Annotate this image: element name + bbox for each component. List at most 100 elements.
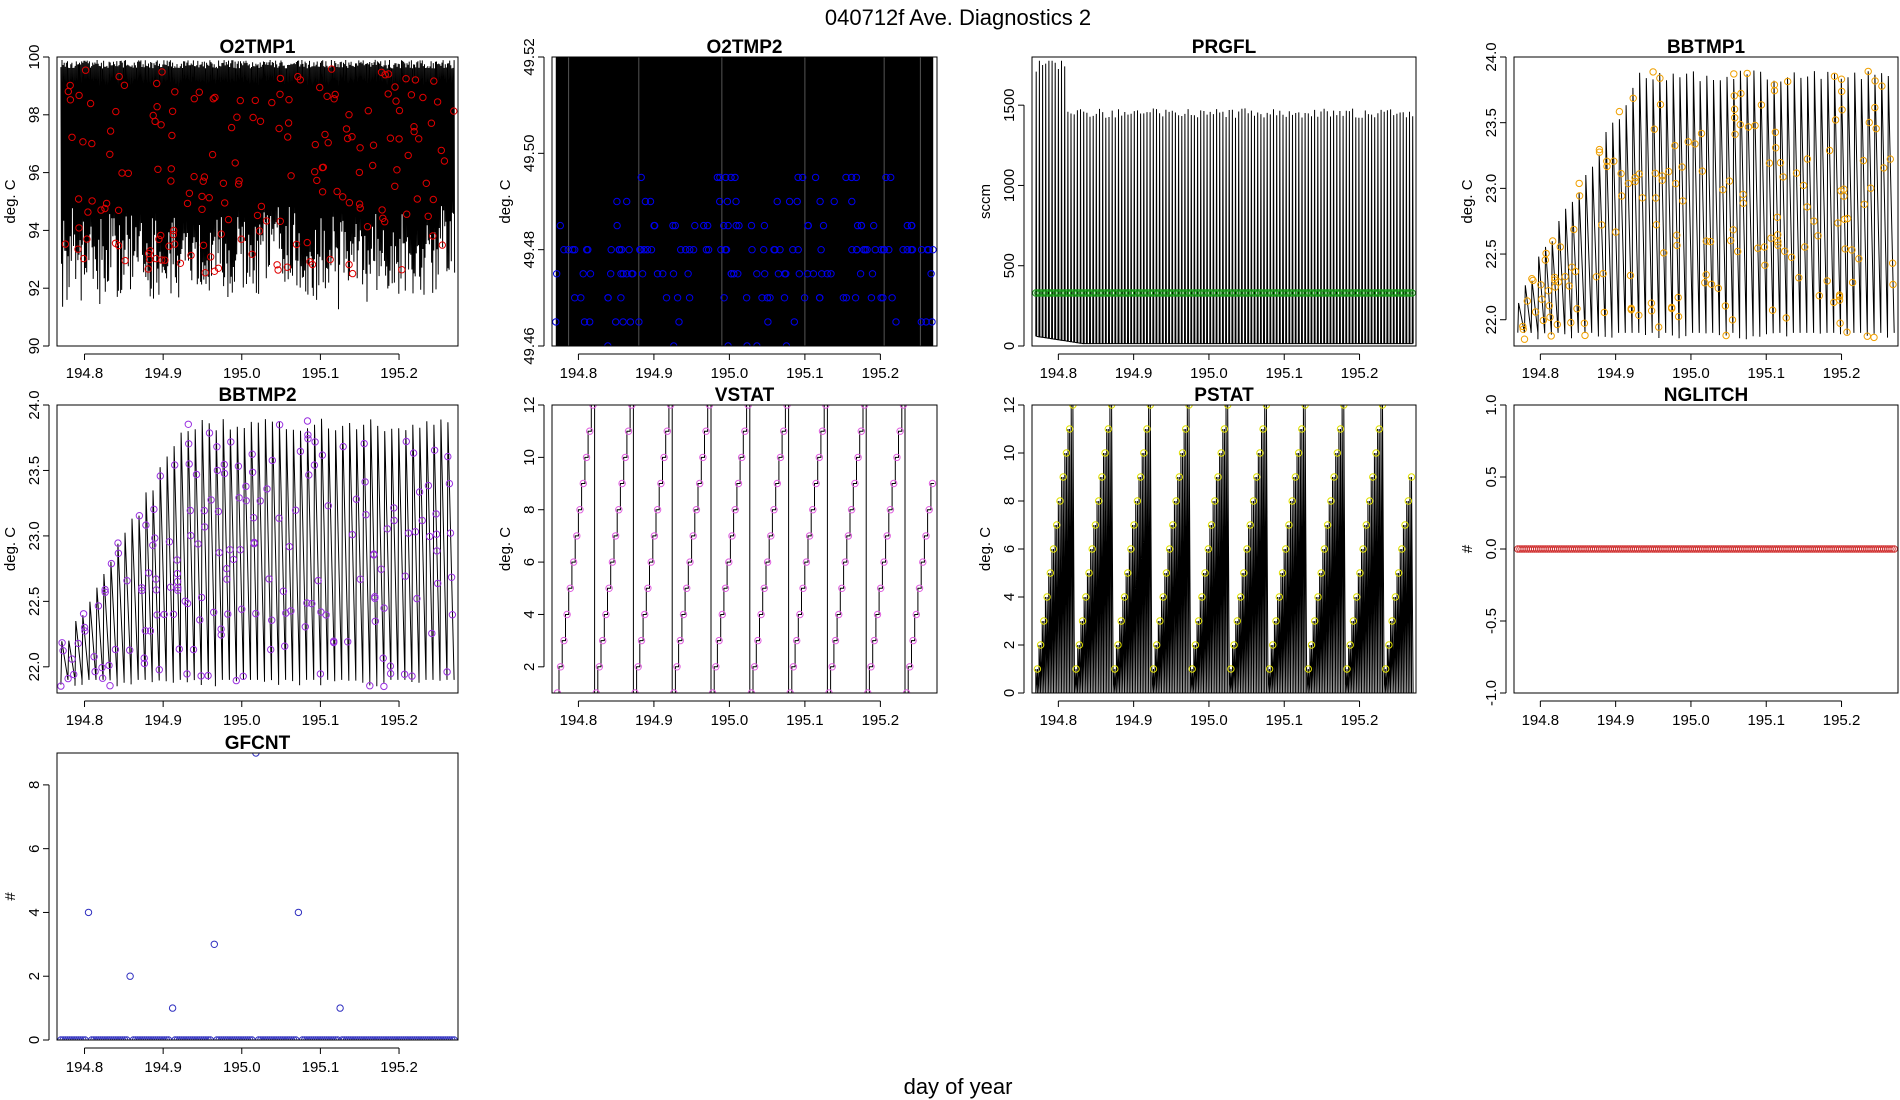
data-point [758,294,766,302]
data-point [171,461,179,469]
y-tick-label: 2 [26,972,43,980]
data-point [272,1036,280,1040]
data-point [430,77,438,85]
x-tick-label: 195.0 [711,712,749,729]
data-point [77,1036,85,1040]
data-point [407,91,416,99]
data-point [907,221,916,230]
data-point [909,636,917,645]
data-point [273,261,281,269]
data-point [738,453,746,462]
data-point [1787,253,1796,261]
data-point [1855,255,1863,263]
data-point [210,608,218,616]
data-point [1388,617,1396,625]
data-point [393,1036,401,1040]
data-point [75,224,83,232]
data-point [773,479,781,488]
data-point [1650,125,1659,133]
data-point [144,569,153,577]
data-point [106,127,115,135]
data-point [1751,121,1759,130]
data-point [917,318,925,326]
data-point [140,1036,149,1040]
data-point [327,1036,335,1040]
data-point [1243,545,1251,553]
data-point [595,663,604,671]
data-point [1838,106,1846,114]
data-point [252,753,260,757]
data-point [1408,289,1416,297]
data-point [699,453,707,462]
data-point [1211,497,1219,505]
data-point [732,221,740,230]
data-point [168,107,177,116]
data-point [276,1036,285,1040]
data-point [75,91,83,100]
data-point [1340,405,1348,409]
data-point [830,197,838,206]
data-point [175,1036,184,1040]
y-tick-label: 22.5 [1483,239,1500,268]
data-point [1291,473,1300,481]
data-point [721,246,730,254]
x-tick-label: 195.1 [302,365,340,382]
data-point [870,636,878,645]
data-point [134,1036,142,1040]
data-point [116,1036,124,1040]
data-point [383,525,391,533]
x-tick-label: 194.8 [560,712,598,729]
data-point [1298,425,1306,433]
data-point [1330,473,1338,481]
data-point [691,221,699,230]
data-point [199,241,208,250]
data-point [183,199,192,208]
data-point [1624,179,1633,188]
x-tick-label: 195.1 [1265,712,1303,729]
data-point [1091,521,1100,529]
data-point [160,610,168,619]
data-point [1831,116,1840,124]
data-point [782,270,790,278]
panel-title: GFCNT [225,733,291,754]
data-point [94,1036,102,1040]
data-point [155,666,164,674]
data-point [1803,203,1811,211]
data-point [391,1036,399,1040]
data-point [1871,77,1879,85]
data-point [1162,569,1171,577]
data-point [381,71,389,79]
data-point [70,1036,78,1040]
data-point [349,1036,357,1040]
data-point [410,1036,419,1040]
data-point [1320,545,1329,553]
y-tick-label: 96 [26,164,43,181]
data-point [150,505,158,513]
data-point [618,479,626,488]
data-point [265,1036,274,1040]
data-point [219,179,228,188]
data-point [1072,665,1080,673]
data-point [727,173,735,182]
data-point [59,1036,67,1040]
data-point [1538,295,1546,303]
x-tick-label: 194.8 [1522,365,1560,382]
data-point [70,670,78,679]
data-point [81,1036,89,1040]
data-point [316,83,324,92]
data-point [408,672,416,680]
data-point [1652,194,1660,202]
x-tick-label: 195.2 [862,365,900,382]
data-point [819,221,828,230]
x-tick-label: 194.9 [144,712,182,729]
data-point [140,659,149,668]
data-point [355,1036,364,1040]
data-point [151,1036,160,1040]
data-point [899,246,907,254]
data-point [766,294,774,302]
data-point [181,597,189,605]
data-point [857,427,865,435]
data-point [922,532,930,540]
data-point [628,270,636,278]
x-tick-label: 195.2 [1823,712,1861,729]
